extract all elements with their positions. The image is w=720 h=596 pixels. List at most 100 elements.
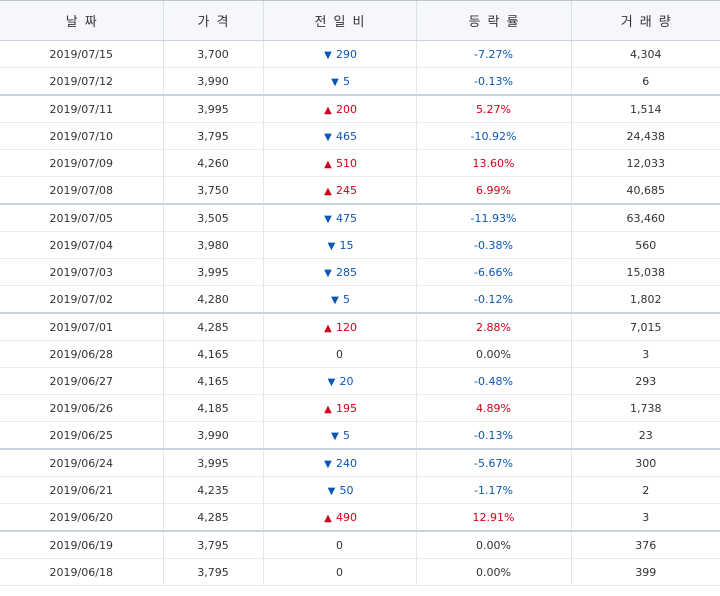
change-cell: 0 <box>262 340 416 368</box>
change-value: 20 <box>339 374 354 388</box>
change-value: 0 <box>336 538 343 552</box>
change-value: 240 <box>336 456 357 470</box>
price-cell: 3,795 <box>162 122 263 150</box>
change-value: 0 <box>336 565 343 579</box>
change-cell: ▼ 475 <box>262 204 416 232</box>
rate-cell: 5.27% <box>415 95 571 123</box>
table-row: 2019/06/24 3,995 ▼ 240 -5.67% 300 <box>0 449 720 477</box>
table-row: 2019/07/10 3,795 ▼ 465 -10.92% 24,438 <box>0 122 720 150</box>
rate-cell: -1.17% <box>415 476 571 504</box>
change-value: 475 <box>336 211 357 225</box>
change-cell: ▼ 465 <box>262 122 416 150</box>
table-row: 2019/06/27 4,165 ▼ 20 -0.48% 293 <box>0 367 720 395</box>
volume-cell: 23 <box>570 421 720 450</box>
header-rate: 등락률 <box>415 0 571 41</box>
date-cell: 2019/07/03 <box>0 258 163 286</box>
change-cell: ▲ 120 <box>262 313 416 341</box>
triangle-up-icon: ▲ <box>324 104 332 116</box>
price-cell: 3,795 <box>162 531 263 559</box>
change-cell: ▲ 195 <box>262 394 416 422</box>
change-cell: ▼ 290 <box>262 40 416 68</box>
rate-cell: 0.00% <box>415 531 571 559</box>
date-cell: 2019/06/25 <box>0 421 163 450</box>
volume-cell: 293 <box>570 367 720 395</box>
volume-cell: 4,304 <box>570 40 720 68</box>
date-cell: 2019/07/01 <box>0 313 163 341</box>
change-value: 245 <box>336 183 357 197</box>
date-cell: 2019/07/02 <box>0 285 163 314</box>
volume-cell: 6 <box>570 67 720 96</box>
date-cell: 2019/07/05 <box>0 204 163 232</box>
volume-cell: 1,738 <box>570 394 720 422</box>
table-row: 2019/06/18 3,795 0 0.00% 399 <box>0 558 720 586</box>
rate-cell: -6.66% <box>415 258 571 286</box>
change-value: 195 <box>336 401 357 415</box>
volume-cell: 376 <box>570 531 720 559</box>
change-cell: ▼ 240 <box>262 449 416 477</box>
change-value: 465 <box>336 129 357 143</box>
triangle-down-icon: ▼ <box>331 294 339 306</box>
change-value: 50 <box>339 483 354 497</box>
header-volume: 거래량 <box>570 0 720 41</box>
table-row: 2019/07/12 3,990 ▼ 5 -0.13% 6 <box>0 67 720 96</box>
volume-cell: 15,038 <box>570 258 720 286</box>
date-cell: 2019/06/28 <box>0 340 163 368</box>
change-value: 285 <box>336 265 357 279</box>
table-row: 2019/07/05 3,505 ▼ 475 -11.93% 63,460 <box>0 204 720 232</box>
triangle-down-icon: ▼ <box>324 267 332 279</box>
change-cell: 0 <box>262 558 416 586</box>
date-cell: 2019/07/12 <box>0 67 163 96</box>
date-cell: 2019/07/10 <box>0 122 163 150</box>
price-cell: 3,795 <box>162 558 263 586</box>
price-cell: 3,995 <box>162 95 263 123</box>
table-row: 2019/06/21 4,235 ▼ 50 -1.17% 2 <box>0 476 720 504</box>
table-row: 2019/07/01 4,285 ▲ 120 2.88% 7,015 <box>0 313 720 341</box>
triangle-down-icon: ▼ <box>331 76 339 88</box>
table-row: 2019/06/26 4,185 ▲ 195 4.89% 1,738 <box>0 394 720 422</box>
header-date: 날짜 <box>0 0 163 41</box>
date-cell: 2019/06/24 <box>0 449 163 477</box>
table-row: 2019/06/19 3,795 0 0.00% 376 <box>0 531 720 559</box>
date-cell: 2019/06/26 <box>0 394 163 422</box>
change-value: 15 <box>339 238 354 252</box>
table-row: 2019/07/11 3,995 ▲ 200 5.27% 1,514 <box>0 95 720 123</box>
rate-cell: -7.27% <box>415 40 571 68</box>
price-cell: 4,185 <box>162 394 263 422</box>
table-header-row: 날짜 가격 전일비 등락률 거래량 <box>0 0 720 41</box>
change-value: 510 <box>336 156 357 170</box>
volume-cell: 2 <box>570 476 720 504</box>
table-row: 2019/07/08 3,750 ▲ 245 6.99% 40,685 <box>0 176 720 205</box>
price-cell: 4,235 <box>162 476 263 504</box>
triangle-up-icon: ▲ <box>324 185 332 197</box>
change-value: 5 <box>343 292 350 306</box>
change-cell: ▲ 510 <box>262 149 416 177</box>
date-cell: 2019/06/18 <box>0 558 163 586</box>
price-cell: 3,750 <box>162 176 263 205</box>
header-price: 가격 <box>162 0 263 41</box>
change-cell: ▼ 50 <box>262 476 416 504</box>
triangle-down-icon: ▼ <box>331 430 339 442</box>
rate-cell: 0.00% <box>415 558 571 586</box>
rate-cell: 0.00% <box>415 340 571 368</box>
date-cell: 2019/07/15 <box>0 40 163 68</box>
price-cell: 4,285 <box>162 313 263 341</box>
change-value: 0 <box>336 347 343 361</box>
rate-cell: -0.38% <box>415 231 571 259</box>
triangle-up-icon: ▲ <box>324 403 332 415</box>
table-row: 2019/06/28 4,165 0 0.00% 3 <box>0 340 720 368</box>
change-value: 5 <box>343 74 350 88</box>
price-cell: 3,980 <box>162 231 263 259</box>
date-cell: 2019/06/19 <box>0 531 163 559</box>
rate-cell: 12.91% <box>415 503 571 532</box>
price-cell: 3,995 <box>162 258 263 286</box>
change-cell: ▼ 5 <box>262 421 416 450</box>
price-cell: 4,165 <box>162 367 263 395</box>
rate-cell: -11.93% <box>415 204 571 232</box>
table-row: 2019/07/03 3,995 ▼ 285 -6.66% 15,038 <box>0 258 720 286</box>
triangle-down-icon: ▼ <box>327 376 336 388</box>
date-cell: 2019/07/09 <box>0 149 163 177</box>
change-value: 290 <box>336 47 357 61</box>
date-cell: 2019/06/21 <box>0 476 163 504</box>
volume-cell: 24,438 <box>570 122 720 150</box>
